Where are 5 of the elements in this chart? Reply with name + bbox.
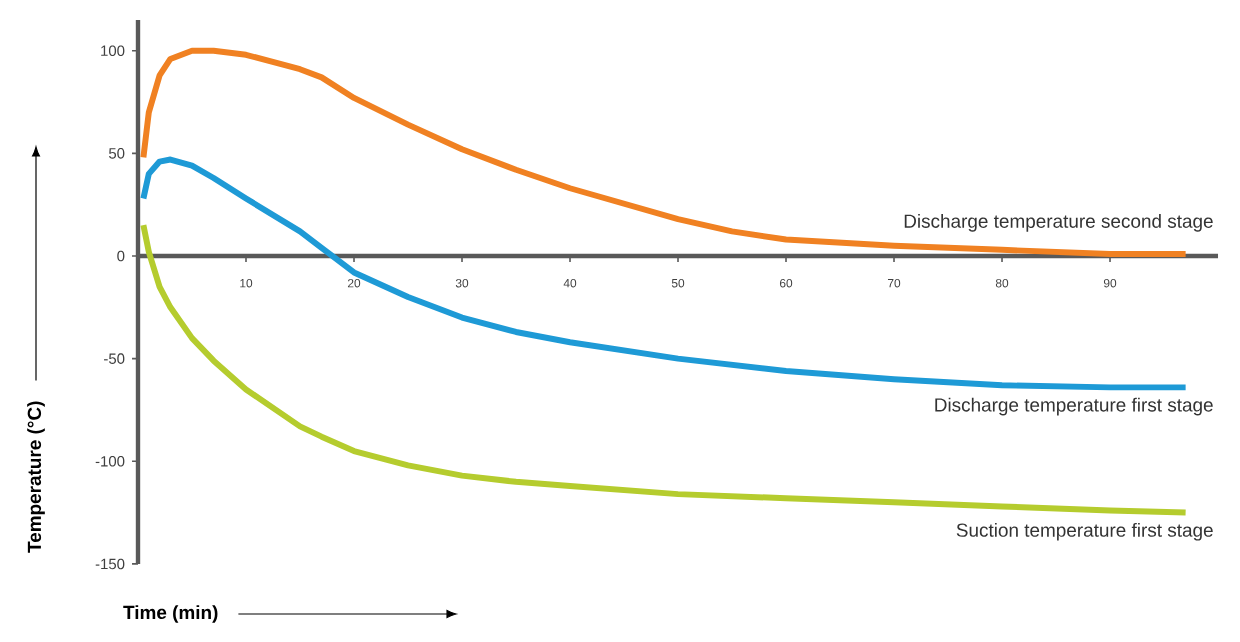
y-axis-title: Temperature (°C)	[27, 401, 45, 553]
series-label: Discharge temperature second stage	[904, 213, 1213, 232]
series-label: Suction temperature first stage	[956, 522, 1213, 541]
x-axis-title: Time (min)	[123, 605, 218, 623]
series-label: Discharge temperature first stage	[935, 397, 1213, 416]
